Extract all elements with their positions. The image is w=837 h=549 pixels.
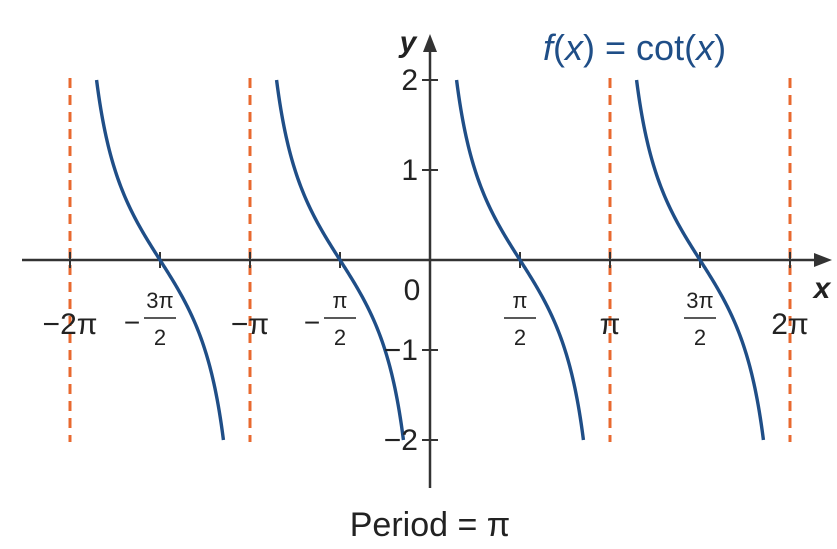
x-axis-arrow xyxy=(814,253,832,267)
cot-branch xyxy=(274,79,406,441)
y-tick-label: 1 xyxy=(401,154,418,187)
y-tick-label: 2 xyxy=(401,64,418,97)
x-tick-label-den: 2 xyxy=(334,325,346,350)
cot-curves xyxy=(94,79,766,441)
chart-title: f(x) = cot(x) xyxy=(543,27,726,68)
y-tick-label: −1 xyxy=(384,334,418,367)
y-tick-label: −2 xyxy=(384,424,418,457)
x-tick-label-num: π xyxy=(512,288,527,313)
title-var: x xyxy=(563,27,585,68)
x-axis-label: x xyxy=(812,272,832,305)
x-tick-label-num: 3π xyxy=(686,288,713,313)
origin-label: 0 xyxy=(404,274,421,307)
x-tick-label-sign: − xyxy=(304,307,320,338)
title-var2: x xyxy=(694,27,716,68)
x-tick-label-sign: − xyxy=(124,307,140,338)
x-tick-label: 2π xyxy=(771,308,808,341)
x-tick-label-den: 2 xyxy=(514,325,526,350)
x-tick-label: −2π xyxy=(43,308,98,341)
asymptote-lines xyxy=(68,78,792,442)
y-tick-labels: 2 1 −1 −2 xyxy=(384,64,418,457)
title-paren-open: ( xyxy=(553,27,565,68)
x-tick-label: −π xyxy=(231,308,269,341)
axis-ticks xyxy=(69,79,791,441)
period-caption: Period = π xyxy=(350,506,511,544)
cot-branch xyxy=(454,79,586,441)
title-paren-close: ) xyxy=(583,27,595,68)
y-axis-label: y xyxy=(398,26,418,59)
x-tick-label-den: 2 xyxy=(154,325,166,350)
x-tick-label-num: π xyxy=(332,288,347,313)
x-tick-label-num: 3π xyxy=(146,288,173,313)
y-axis-arrow xyxy=(423,34,437,52)
x-tick-label-den: 2 xyxy=(694,325,706,350)
cot-branch xyxy=(94,79,226,441)
x-tick-label: π xyxy=(600,308,621,341)
title-close: ) xyxy=(714,27,726,68)
title-rest: = cot( xyxy=(595,27,696,68)
cot-branch xyxy=(634,79,766,441)
